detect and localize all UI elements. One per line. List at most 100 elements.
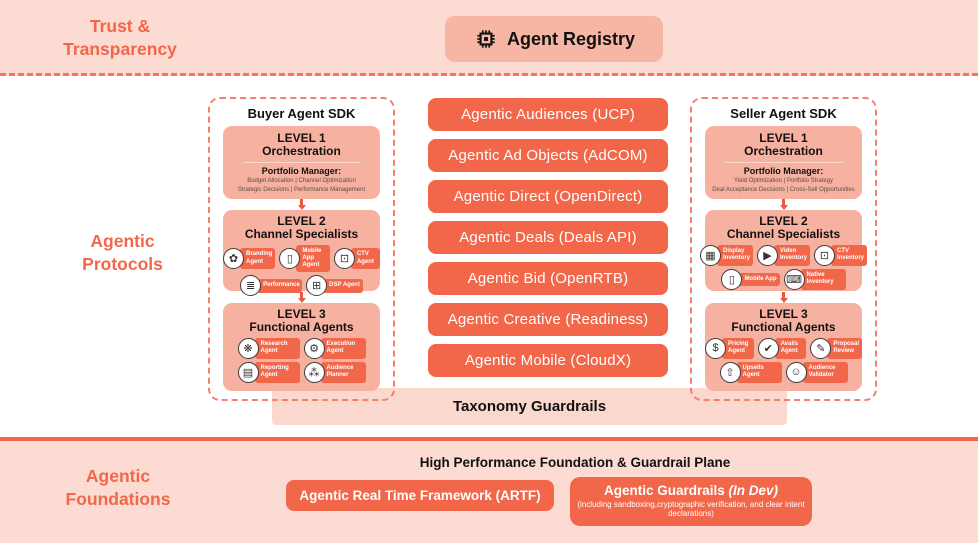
display-inventory-icon: ▦: [700, 244, 721, 266]
reporting-agent-icon: ▤: [237, 361, 259, 383]
branding-agent-chip: ✿ Branding Agent: [223, 245, 276, 273]
dsp-agent-label: DSP Agent: [323, 279, 363, 293]
buyer-level3-box: LEVEL 3 Functional Agents ❋ Research Age…: [223, 303, 380, 391]
branding-agent-icon: ✿: [223, 248, 244, 270]
buyer-level2-heading: LEVEL 2: [277, 214, 326, 228]
video-inventory-label: Video Inventory: [774, 245, 810, 266]
ctv-agent-label: CTV Agent: [350, 248, 380, 269]
seller-agent-sdk-column: Seller Agent SDK LEVEL 1 Orchestration P…: [690, 97, 877, 401]
agentic-protocols-label: Agentic Protocols: [82, 231, 163, 274]
down-arrow-icon: [297, 199, 306, 210]
buyer-portfolio-manager-label: Portfolio Manager:: [261, 165, 342, 176]
seller-level2-heading: LEVEL 2: [759, 214, 808, 228]
down-arrow-icon: [779, 292, 788, 303]
pricing-agent-label: Pricing Agent: [722, 338, 754, 359]
ctv-inventory-chip: ⊡ CTV Inventory: [814, 244, 868, 266]
guardrails-subtext: (including sandboxing,cryptographic veri…: [577, 499, 805, 519]
down-arrow-icon: [297, 292, 306, 303]
ctv-agent-icon: ⊡: [333, 248, 355, 270]
seller-level3-box: LEVEL 3 Functional Agents $ Pricing Agen…: [705, 303, 862, 391]
execution-agent-icon: ⚙: [303, 337, 325, 359]
proposal-review-icon: ✎: [810, 337, 832, 359]
proposal-review-chip: ✎ Proposal Review: [810, 337, 862, 359]
protocol-agentic-ad-objects: Agentic Ad Objects (AdCOM): [428, 139, 668, 172]
audience-planner-label: Audience Planner: [320, 362, 366, 383]
buyer-level2-name: Channel Specialists: [244, 227, 359, 242]
execution-agent-label: Execution Agent: [320, 338, 366, 359]
agentic-guardrails-box: Agentic Guardrails (In Dev) (including s…: [570, 477, 812, 526]
display-inventory-label: Display Inventory: [717, 245, 753, 266]
audience-planner-chip: ⁂ Audience Planner: [303, 361, 366, 383]
audience-validator-label: Audience Validator: [802, 362, 848, 383]
avails-agent-icon: ✔: [757, 337, 779, 359]
protocol-agentic-deals: Agentic Deals (Deals API): [428, 221, 668, 254]
audience-validator-icon: ☺: [785, 361, 807, 383]
display-inventory-chip: ▦ Display Inventory: [700, 244, 753, 266]
performance-agent-label: Performance: [257, 279, 303, 293]
agent-registry-label: Agent Registry: [506, 28, 636, 49]
protocol-agentic-audiences: Agentic Audiences (UCP): [428, 98, 668, 131]
native-inventory-label: Native Inventory: [800, 269, 846, 290]
down-arrow-icon: [779, 199, 788, 210]
video-inventory-chip: ▶ Video Inventory: [757, 244, 810, 266]
seller-level1-heading: LEVEL 1: [759, 131, 808, 145]
research-agent-label: Research Agent: [254, 338, 300, 359]
research-agent-icon: ❋: [237, 337, 259, 359]
mobile-app-label: Mobile App: [738, 272, 780, 286]
upsells-agent-icon: ⇧: [719, 361, 741, 383]
research-agent-chip: ❋ Research Agent: [237, 337, 300, 359]
seller-level1-detail-1: Yield Optimization | Portfolio Strategy: [733, 177, 834, 184]
protocol-agentic-creative: Agentic Creative (Readiness): [428, 303, 668, 336]
proposal-review-label: Proposal Review: [827, 338, 862, 359]
dsp-agent-icon: ⊞: [306, 275, 328, 297]
branding-agent-label: Branding Agent: [240, 248, 276, 269]
agent-registry-box: Agent Registry: [445, 16, 663, 62]
seller-level1-box: LEVEL 1 Orchestration Portfolio Manager:…: [705, 126, 862, 199]
performance-agent-icon: ≣: [240, 275, 262, 297]
reporting-agent-chip: ▤ Reporting Agent: [237, 361, 300, 383]
performance-agent-chip: ≣ Performance: [240, 275, 303, 297]
mobile-app-agent-icon: ▯: [279, 248, 301, 270]
divider: [724, 161, 843, 163]
guardrails-title: Agentic Guardrails: [603, 482, 729, 498]
dsp-agent-chip: ⊞ DSP Agent: [306, 275, 363, 297]
mobile-app-chip: ▯ Mobile App: [721, 268, 780, 290]
seller-level1-name: Orchestration: [744, 144, 823, 159]
agentic-foundations-label: Agentic Foundations: [65, 466, 171, 509]
seller-sdk-title: Seller Agent SDK: [730, 106, 837, 121]
seller-level2-name: Channel Specialists: [726, 227, 841, 242]
ctv-agent-chip: ⊡ CTV Agent: [333, 245, 380, 273]
seller-level3-heading: LEVEL 3: [759, 307, 808, 321]
buyer-agent-sdk-column: Buyer Agent SDK LEVEL 1 Orchestration Po…: [208, 97, 395, 401]
divider: [242, 161, 361, 163]
buyer-level3-heading: LEVEL 3: [277, 307, 326, 321]
foundation-plane-heading: High Performance Foundation & Guardrail …: [419, 455, 731, 470]
audience-validator-chip: ☺ Audience Validator: [785, 361, 848, 383]
reporting-agent-label: Reporting Agent: [254, 362, 300, 383]
buyer-level2-box: LEVEL 2 Channel Specialists ✿ Branding A…: [223, 210, 380, 297]
buyer-sdk-title: Buyer Agent SDK: [247, 106, 356, 121]
video-inventory-icon: ▶: [757, 244, 778, 266]
buyer-level1-detail-1: Budget Allocation | Channel Optimization: [247, 177, 356, 184]
pricing-agent-icon: $: [705, 337, 726, 359]
native-inventory-icon: ⌨: [783, 268, 805, 290]
artf-box: Agentic Real Time Framework (ARTF): [286, 480, 554, 511]
seller-level1-detail-2: Deal Acceptance Decisions | Cross-Sell O…: [712, 186, 855, 193]
mobile-app-agent-label: Mobile App Agent: [296, 244, 330, 273]
buyer-level3-name: Functional Agents: [249, 320, 354, 335]
buyer-level1-detail-2: Strategic Decisions | Performance Manage…: [237, 186, 366, 193]
buyer-level1-heading: LEVEL 1: [277, 131, 326, 145]
ctv-inventory-label: CTV Inventory: [831, 245, 868, 266]
upsells-agent-label: Upsells Agent: [736, 362, 782, 383]
buyer-level1-box: LEVEL 1 Orchestration Portfolio Manager:…: [223, 126, 380, 199]
seller-level3-name: Functional Agents: [731, 320, 836, 335]
avails-agent-chip: ✔ Avails Agent: [757, 337, 807, 359]
native-inventory-chip: ⌨ Native Inventory: [783, 268, 846, 290]
seller-level2-box: LEVEL 2 Channel Specialists ▦ Display In…: [700, 210, 868, 291]
guardrails-status: (In Dev): [728, 482, 779, 498]
chip-icon: [473, 26, 499, 52]
mobile-app-icon: ▯: [721, 268, 743, 290]
audience-planner-icon: ⁂: [303, 361, 325, 383]
trust-transparency-label: Trust & Transparency: [63, 16, 177, 59]
pricing-agent-chip: $ Pricing Agent: [705, 337, 754, 359]
